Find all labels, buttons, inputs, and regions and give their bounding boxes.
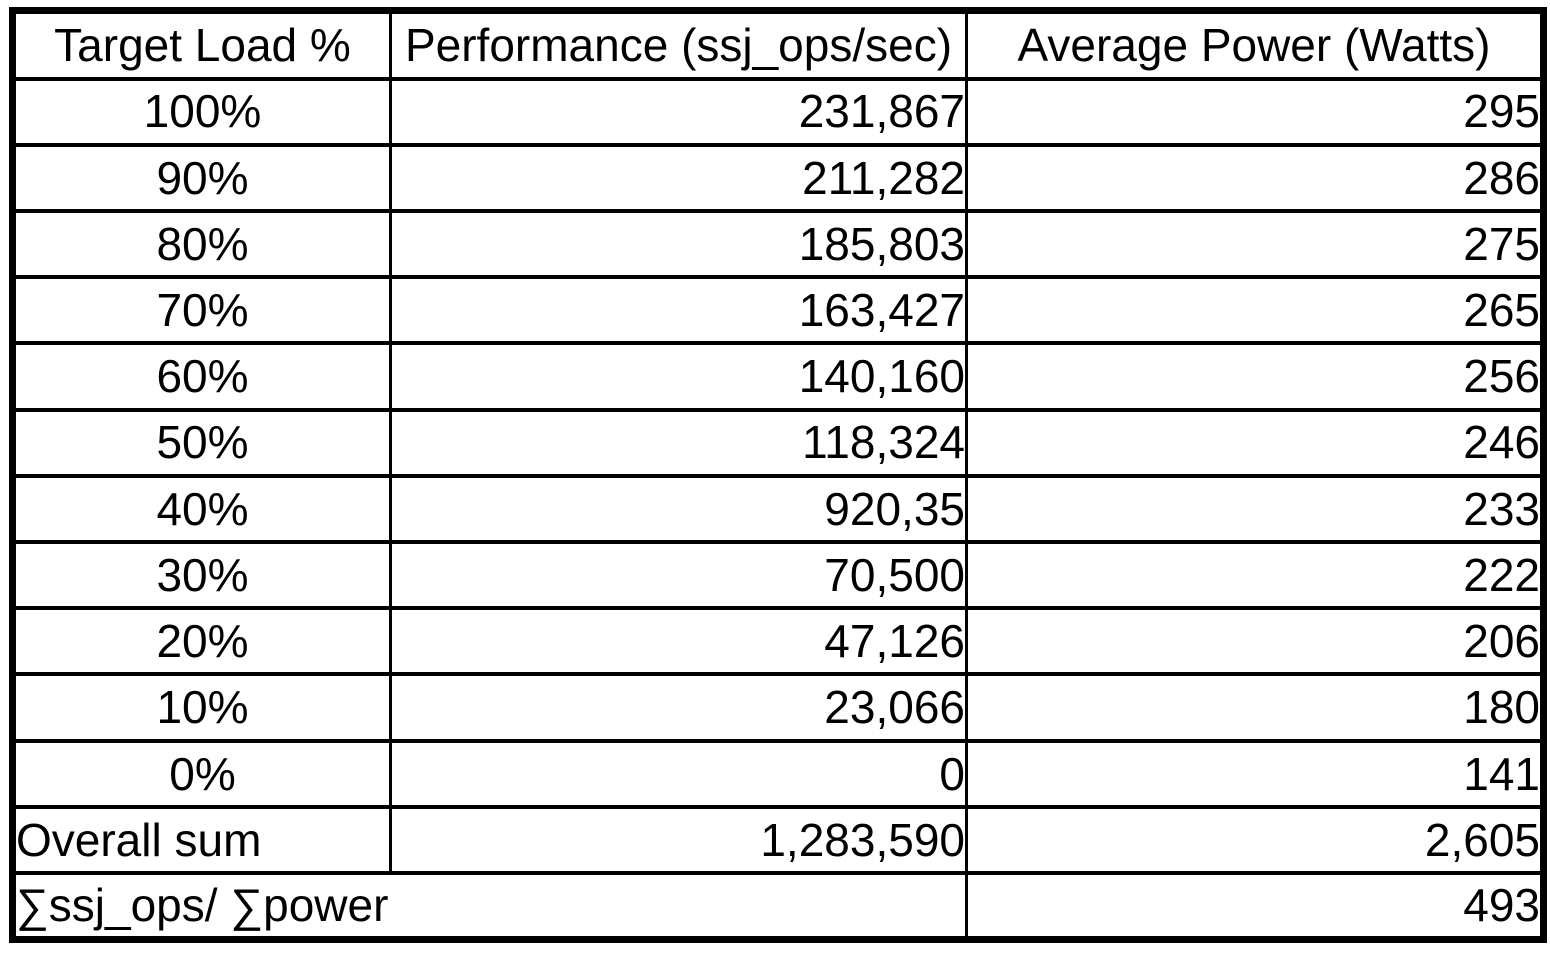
spec-power-table: Target Load % Performance (ssj_ops/sec) …	[9, 7, 1547, 943]
power-cell: 141	[965, 738, 1545, 809]
performance-cell: 163,427	[389, 275, 968, 346]
table-row: 30% 70,500 222	[11, 540, 1545, 611]
table-row: 70% 163,427 265	[11, 275, 1545, 346]
power-cell: 295	[965, 76, 1545, 147]
power-cell: 275	[965, 208, 1545, 280]
column-header-performance: Performance (ssj_ops/sec)	[389, 8, 968, 81]
table-row: 60% 140,160 256	[11, 341, 1545, 412]
performance-cell: 211,282	[389, 142, 968, 213]
load-cell: 20%	[11, 606, 392, 677]
load-cell: 70%	[11, 275, 392, 346]
table-row: 90% 211,282 286	[11, 142, 1545, 213]
overall-performance-sum: 1,283,590	[389, 804, 968, 876]
load-cell: 40%	[11, 473, 392, 545]
power-cell: 233	[965, 473, 1545, 545]
ratio-label: ∑ssj_ops/ ∑power	[11, 871, 968, 942]
table-row: 80% 185,803 275	[11, 208, 1545, 280]
performance-cell: 70,500	[389, 540, 968, 611]
performance-cell: 118,324	[389, 407, 968, 478]
load-cell: 10%	[11, 672, 392, 743]
power-cell: 222	[965, 540, 1545, 611]
ratio-value: 493	[965, 871, 1545, 942]
load-cell: 0%	[11, 738, 392, 809]
table-row: 10% 23,066 180	[11, 672, 1545, 743]
performance-cell: 231,867	[389, 76, 968, 147]
performance-cell: 920,35	[389, 473, 968, 545]
table-row: 50% 118,324 246	[11, 407, 1545, 478]
table-row: 0% 0 141	[11, 738, 1545, 809]
power-cell: 206	[965, 606, 1545, 677]
power-cell: 256	[965, 341, 1545, 412]
ratio-row: ∑ssj_ops/ ∑power 493	[11, 871, 1545, 942]
load-cell: 30%	[11, 540, 392, 611]
performance-cell: 185,803	[389, 208, 968, 280]
table-row: 40% 920,35 233	[11, 473, 1545, 545]
table-row: 20% 47,126 206	[11, 606, 1545, 677]
power-cell: 265	[965, 275, 1545, 346]
overall-power-sum: 2,605	[965, 804, 1545, 876]
table-header: Target Load % Performance (ssj_ops/sec) …	[11, 8, 1545, 81]
column-header-target-load: Target Load %	[11, 8, 392, 81]
column-header-average-power: Average Power (Watts)	[965, 8, 1545, 81]
performance-cell: 23,066	[389, 672, 968, 743]
performance-cell: 0	[389, 738, 968, 809]
performance-cell: 47,126	[389, 606, 968, 677]
load-cell: 80%	[11, 208, 392, 280]
load-cell: 50%	[11, 407, 392, 478]
overall-sum-row: Overall sum 1,283,590 2,605	[11, 804, 1545, 876]
power-cell: 246	[965, 407, 1545, 478]
power-cell: 286	[965, 142, 1545, 213]
performance-cell: 140,160	[389, 341, 968, 412]
load-cell: 90%	[11, 142, 392, 213]
table-row: 100% 231,867 295	[11, 76, 1545, 147]
table-body: 100% 231,867 295 90% 211,282 286 80% 185…	[11, 76, 1545, 942]
load-cell: 60%	[11, 341, 392, 412]
header-row: Target Load % Performance (ssj_ops/sec) …	[11, 8, 1545, 81]
power-cell: 180	[965, 672, 1545, 743]
load-cell: 100%	[11, 76, 392, 147]
overall-sum-label: Overall sum	[11, 804, 392, 876]
